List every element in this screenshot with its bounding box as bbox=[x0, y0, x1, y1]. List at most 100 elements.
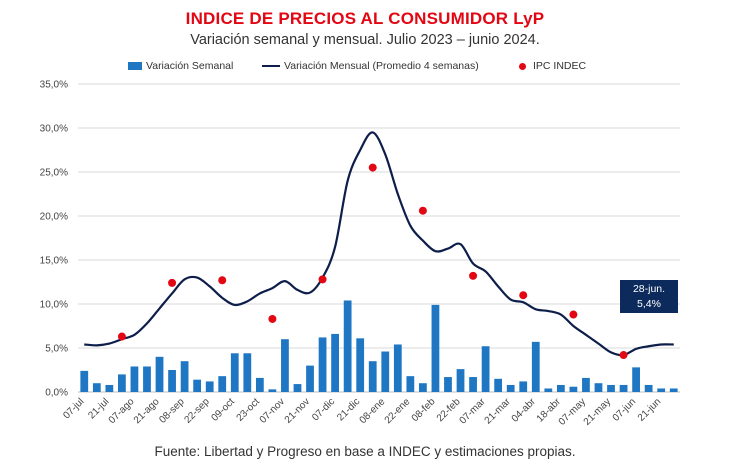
weekly-bar bbox=[431, 304, 440, 392]
ipc-indec-point bbox=[619, 351, 628, 360]
x-tick-label: 22-sep bbox=[182, 396, 212, 426]
weekly-bar bbox=[180, 361, 189, 392]
weekly-bar bbox=[230, 353, 239, 392]
x-tick-label: 07-may bbox=[557, 396, 588, 427]
legend: Variación Semanal Variación Mensual (Pro… bbox=[0, 60, 730, 74]
weekly-bar bbox=[519, 381, 528, 392]
last-value-callout: 28-jun. 5,4% bbox=[620, 280, 678, 313]
weekly-bar bbox=[218, 376, 227, 392]
ipc-indec-point bbox=[569, 310, 578, 319]
weekly-bar bbox=[419, 383, 427, 392]
x-tick-label: 08-ene bbox=[358, 396, 388, 426]
x-tick-label: 21-mar bbox=[483, 396, 514, 427]
weekly-bar bbox=[469, 377, 477, 392]
weekly-bar bbox=[594, 383, 603, 392]
weekly-bar bbox=[393, 344, 402, 392]
callout-date: 28-jun. bbox=[632, 283, 666, 295]
weekly-bar bbox=[318, 337, 327, 392]
weekly-bar bbox=[255, 377, 264, 392]
ipc-indec-point bbox=[368, 163, 377, 172]
weekly-bar bbox=[281, 339, 289, 392]
legend-item-monthly: Variación Mensual (Promedio 4 semanas) bbox=[262, 60, 479, 72]
weekly-bar bbox=[92, 383, 101, 392]
weekly-bar bbox=[143, 366, 151, 392]
weekly-bar bbox=[80, 370, 89, 392]
weekly-bar bbox=[657, 388, 666, 392]
weekly-bar bbox=[268, 389, 277, 392]
x-tick-label: 08-sep bbox=[157, 396, 187, 426]
monthly-average-line bbox=[84, 131, 674, 357]
x-tick-label: 21-may bbox=[582, 396, 613, 427]
weekly-bar bbox=[619, 384, 628, 392]
weekly-bar bbox=[531, 341, 540, 392]
weekly-bar bbox=[456, 369, 465, 392]
y-tick-label: 20,0% bbox=[40, 212, 68, 223]
weekly-bar bbox=[356, 338, 365, 392]
x-tick-label: 21-jun bbox=[636, 396, 663, 423]
chart-subtitle: Variación semanal y mensual. Julio 2023 … bbox=[190, 32, 540, 48]
weekly-bar bbox=[569, 386, 578, 392]
weekly-bar bbox=[306, 365, 314, 392]
weekly-bar bbox=[130, 366, 139, 392]
callout-value: 5,4% bbox=[637, 298, 661, 310]
weekly-bar bbox=[506, 384, 515, 392]
weekly-bar bbox=[381, 351, 390, 392]
weekly-bar bbox=[293, 384, 302, 392]
ipc-indec-point bbox=[519, 291, 528, 300]
y-tick-label: 35,0% bbox=[40, 80, 68, 91]
weekly-bar bbox=[331, 333, 339, 392]
weekly-bar bbox=[118, 374, 126, 392]
legend-label-monthly: Variación Mensual (Promedio 4 semanas) bbox=[284, 60, 479, 72]
chart-title: INDICE DE PRECIOS AL CONSUMIDOR LyP bbox=[185, 9, 545, 28]
weekly-bar bbox=[556, 384, 565, 392]
x-tick-label: 07-jul bbox=[61, 396, 86, 421]
weekly-bar bbox=[582, 377, 590, 392]
weekly-bar bbox=[193, 379, 202, 392]
ipc-indec-point bbox=[168, 278, 177, 287]
weekly-bar bbox=[644, 384, 653, 392]
legend-item-weekly: Variación Semanal bbox=[128, 60, 233, 72]
legend-label-weekly: Variación Semanal bbox=[146, 60, 234, 72]
ipc-indec-point bbox=[418, 206, 427, 215]
ipc-indec-point bbox=[218, 276, 227, 285]
source-note: Fuente: Libertad y Progreso en base a IN… bbox=[154, 444, 576, 459]
x-tick-label: 09-oct bbox=[209, 396, 237, 424]
y-tick-label: 5,0% bbox=[45, 344, 68, 355]
weekly-bar bbox=[105, 384, 114, 392]
x-tick-label: 07-dic bbox=[310, 396, 337, 423]
x-tick-label: 07-nov bbox=[258, 396, 287, 425]
weekly-bar bbox=[544, 388, 553, 392]
weekly-bar bbox=[343, 300, 352, 392]
x-tick-label: 08-feb bbox=[410, 396, 438, 424]
weekly-bar bbox=[444, 377, 452, 392]
y-tick-label: 30,0% bbox=[40, 124, 68, 135]
weekly-bar bbox=[494, 378, 503, 392]
x-tick-label: 07-ago bbox=[107, 396, 137, 426]
x-tick-label: 21-nov bbox=[283, 396, 312, 425]
x-tick-label: 21-ago bbox=[132, 396, 162, 426]
weekly-bar bbox=[243, 353, 252, 392]
x-tick-label: 07-mar bbox=[458, 396, 489, 427]
x-tick-label: 04-abr bbox=[510, 396, 539, 425]
y-tick-label: 25,0% bbox=[40, 168, 68, 179]
legend-item-indec: IPC INDEC bbox=[519, 60, 586, 72]
x-tick-label: 22-ene bbox=[383, 396, 413, 426]
weekly-bar bbox=[406, 376, 415, 392]
weekly-bar bbox=[155, 356, 164, 392]
ipc-indec-point bbox=[117, 332, 126, 341]
x-tick-label: 07-jun bbox=[611, 396, 638, 423]
ipc-indec-point bbox=[469, 271, 478, 280]
y-tick-label: 10,0% bbox=[40, 300, 68, 311]
weekly-bar bbox=[368, 361, 377, 392]
weekly-bar bbox=[607, 384, 615, 392]
weekly-bar bbox=[205, 381, 214, 392]
legend-line-swatch bbox=[262, 65, 280, 67]
weekly-bar bbox=[168, 370, 176, 392]
weekly-bar bbox=[632, 367, 640, 392]
weekly-bar bbox=[481, 346, 490, 392]
ipc-indec-point bbox=[268, 314, 277, 323]
legend-label-indec: IPC INDEC bbox=[533, 60, 587, 72]
y-tick-label: 0,0% bbox=[45, 388, 68, 399]
legend-bar-swatch bbox=[128, 62, 142, 70]
